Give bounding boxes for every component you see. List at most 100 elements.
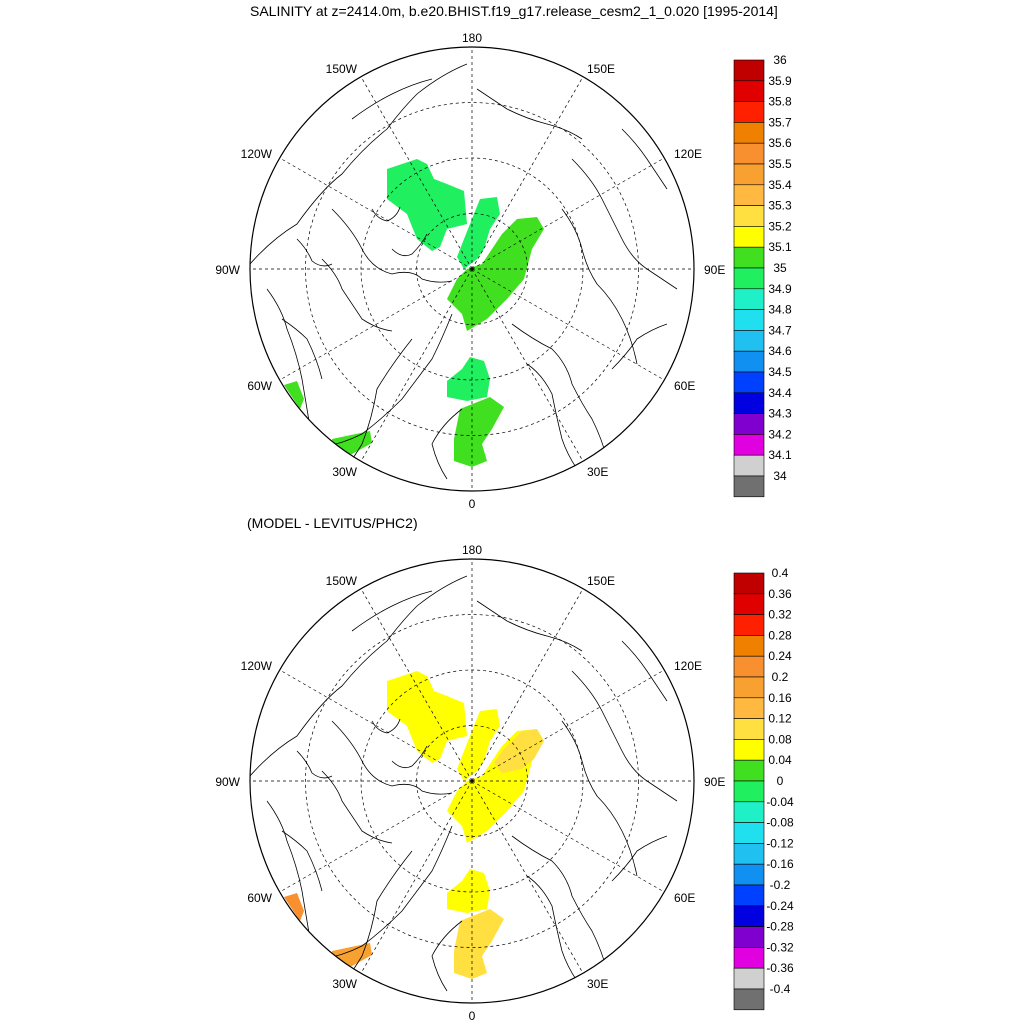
latitude-circle (416, 213, 528, 325)
lon-label-120e: 120E (674, 147, 702, 161)
colorbar-swatch (733, 142, 765, 165)
colorbar-tick-label: 35.4 (768, 178, 792, 192)
map-boundary (249, 558, 695, 1004)
longitude-labels: 180 0 90W 90E 150W 120W 150E 120E 60W 30… (215, 543, 725, 1023)
colorbar-swatch (733, 572, 765, 595)
colorbar-swatch (733, 655, 765, 678)
colorbar-tick-label: 34 (773, 469, 787, 483)
colorbar-swatch (733, 267, 765, 290)
colorbar-tick-label: 34.6 (768, 344, 792, 358)
colorbar-swatch (733, 80, 765, 102)
latitude-circle (416, 725, 528, 837)
colorbar-tick-label: 34.3 (768, 407, 792, 421)
lon-label-30w: 30W (332, 465, 357, 479)
lon-label-150e: 150E (587, 62, 615, 76)
colorbar-swatch (733, 843, 765, 865)
colorbar-tick-label: 35.6 (768, 136, 792, 150)
colorbar-swatch (733, 434, 765, 456)
colorbar-swatch (733, 863, 765, 886)
meridian-line (360, 780, 473, 974)
colorbar-tick-label: 35.3 (768, 199, 792, 213)
colorbar-swatch (733, 205, 765, 227)
colorbar-swatch (733, 697, 765, 719)
colorbar-swatch (733, 413, 765, 435)
colorbar-tick-label: 34.1 (768, 448, 792, 462)
colorbar-swatch (733, 475, 765, 498)
colorbar-tick-label: 34.7 (768, 323, 792, 337)
colorbar-tick-label: 35.8 (768, 95, 792, 109)
colorbar-tick-label: 35 (773, 261, 787, 275)
colorbar-swatch (733, 184, 765, 206)
latitude-circle (360, 669, 584, 893)
colorbar-swatch (733, 122, 765, 144)
meridian-line (279, 669, 473, 782)
colorbar-swatch (733, 309, 765, 331)
colorbar-swatch (733, 614, 765, 636)
colorbar-tick-label: 0.2 (772, 670, 789, 684)
lon-label-120w: 120W (241, 659, 273, 673)
colorbar-tick-label: 35.9 (768, 74, 792, 88)
colorbar-tick-label: 0.16 (768, 691, 792, 705)
colorbar-tick-label: 0.04 (768, 753, 792, 767)
colorbar-swatch (733, 288, 765, 310)
colorbar-tick-label: -0.16 (766, 857, 794, 871)
colorbar-swatch (733, 884, 765, 907)
colorbar-swatch (733, 676, 765, 699)
colorbar-tick-label: 35.7 (768, 115, 792, 129)
graticule (250, 559, 694, 1003)
colorbar-swatch (733, 163, 765, 186)
colorbar-tick-label: 0.32 (768, 608, 792, 622)
colorbar-swatch (733, 967, 765, 990)
colorbar-swatch (733, 246, 765, 269)
colorbar-tick-label: 34.4 (768, 386, 792, 400)
lon-label-0: 0 (469, 1009, 476, 1023)
colorbar-tick-label: 34.5 (768, 365, 792, 379)
colorbar-tick-label: 0.28 (768, 628, 792, 642)
lon-label-180: 180 (462, 543, 482, 557)
colorbar-swatch (733, 454, 765, 477)
colorbar-tick-label: -0.2 (770, 878, 791, 892)
meridian-line (279, 157, 473, 270)
colorbar-swatch (733, 635, 765, 657)
colorbar-swatch (733, 350, 765, 373)
map-boundary (249, 46, 695, 492)
colorbar-tick-label: 0.36 (768, 587, 792, 601)
colorbar-tick-label: -0.4 (770, 982, 791, 996)
colorbar-tick-label: 0.4 (772, 566, 789, 580)
lon-label-60e: 60E (674, 379, 695, 393)
colorbar-tick-label: 34.9 (768, 282, 792, 296)
colorbar-tick-label: -0.36 (766, 961, 794, 975)
colorbar-tick-label: 0.12 (768, 712, 792, 726)
lon-label-150w: 150W (326, 574, 358, 588)
colorbar-swatch (733, 759, 765, 782)
lon-label-120e: 120E (674, 659, 702, 673)
colorbar-tick-label: -0.12 (766, 836, 794, 850)
lon-label-60e: 60E (674, 891, 695, 905)
colorbar-swatch (733, 988, 765, 1011)
colorbar-tick-label: 36 (773, 53, 787, 67)
colorbar-swatch (733, 926, 765, 948)
meridian-line (360, 268, 473, 462)
colorbar-swatch (733, 371, 765, 394)
colorbar-swatch (733, 330, 765, 352)
colorbar-tick-label: 35.2 (768, 219, 792, 233)
lon-label-60w: 60W (247, 379, 272, 393)
colorbar-tick-label: -0.28 (766, 920, 794, 934)
colorbar-swatch (733, 905, 765, 927)
latitude-circle (305, 102, 639, 436)
difference-map (249, 558, 695, 1004)
lon-label-90w: 90W (215, 263, 240, 277)
lon-label-120w: 120W (241, 147, 273, 161)
latitude-circle (360, 157, 584, 381)
colorbar-swatch (733, 947, 765, 969)
colorbar-tick-label: 35.5 (768, 157, 792, 171)
colorbar-tick-label: -0.32 (766, 940, 794, 954)
lon-label-30e: 30E (587, 977, 608, 991)
lon-label-150e: 150E (587, 574, 615, 588)
lon-label-150w: 150W (326, 62, 358, 76)
colorbar-swatch (733, 226, 765, 248)
lon-label-180: 180 (462, 31, 482, 45)
lon-label-30e: 30E (587, 465, 608, 479)
salinity-colorbar: 36 35.9 35.8 35.7 35.6 35.5 35.4 35.3 35.2 35.1 35… (733, 53, 792, 498)
